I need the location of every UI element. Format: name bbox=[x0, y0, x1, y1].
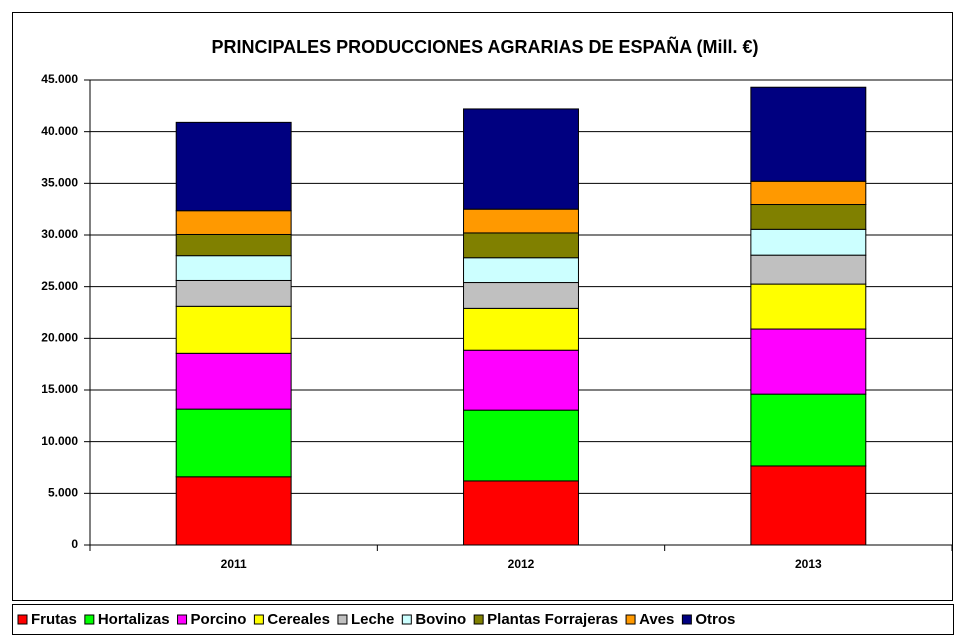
bar-segment bbox=[175, 210, 292, 235]
y-tick-label: 0 bbox=[71, 537, 78, 551]
x-tick-label: 2013 bbox=[795, 557, 822, 571]
bar-segment bbox=[463, 409, 579, 482]
x-tick-label: 2011 bbox=[221, 557, 247, 571]
legend-swatch bbox=[401, 614, 412, 625]
legend-label: Porcino bbox=[191, 611, 247, 628]
bar-segment bbox=[750, 328, 867, 395]
legend-label: Aves bbox=[639, 611, 674, 628]
legend-swatch bbox=[84, 614, 95, 625]
y-tick-label: 45.000 bbox=[41, 72, 78, 86]
legend-label: Hortalizas bbox=[98, 611, 170, 628]
bar-segment bbox=[463, 480, 579, 546]
legend-label: Leche bbox=[351, 611, 394, 628]
y-tick-label: 30.000 bbox=[41, 227, 78, 241]
bar-segment bbox=[750, 204, 867, 230]
bar-segment bbox=[463, 108, 579, 210]
legend-swatch bbox=[177, 614, 188, 625]
bar-segment bbox=[175, 279, 292, 307]
bar-segment bbox=[175, 255, 292, 281]
bar-segment bbox=[175, 352, 292, 410]
x-tick-label: 2012 bbox=[508, 557, 535, 571]
bar-segment bbox=[175, 233, 292, 257]
legend-swatch bbox=[337, 614, 348, 625]
bar-segment bbox=[750, 180, 867, 206]
bar-segment bbox=[750, 86, 867, 182]
bar-segment bbox=[750, 254, 867, 285]
bar-segment bbox=[463, 208, 579, 234]
legend-swatch bbox=[625, 614, 636, 625]
bar-segment bbox=[750, 228, 867, 256]
y-tick-label: 15.000 bbox=[41, 382, 78, 396]
legend-swatch bbox=[473, 614, 484, 625]
bar-segment bbox=[463, 282, 579, 309]
bar-segment bbox=[750, 465, 867, 546]
bar-segment bbox=[175, 305, 292, 354]
legend-label: Otros bbox=[695, 611, 735, 628]
legend-swatch bbox=[17, 614, 28, 625]
bar-segment bbox=[175, 121, 292, 212]
bar-segment bbox=[175, 476, 292, 546]
legend-label: Bovino bbox=[415, 611, 466, 628]
y-tick-label: 35.000 bbox=[41, 176, 78, 190]
bar-segment bbox=[463, 232, 579, 259]
bar-segment bbox=[463, 257, 579, 284]
legend-label: Frutas bbox=[31, 611, 77, 628]
y-tick-label: 10.000 bbox=[41, 434, 78, 448]
bar-segment bbox=[750, 393, 867, 467]
y-tick-label: 40.000 bbox=[41, 124, 78, 138]
bar-segment bbox=[750, 283, 867, 330]
bar-segment bbox=[175, 408, 292, 478]
legend-label: Cereales bbox=[267, 611, 330, 628]
legend-swatch bbox=[253, 614, 264, 625]
legend-label: Plantas Forrajeras bbox=[487, 611, 618, 628]
bar-segment bbox=[463, 349, 579, 411]
legend-swatch bbox=[681, 614, 692, 625]
bar-segment bbox=[463, 307, 579, 351]
y-tick-label: 20.000 bbox=[41, 331, 78, 345]
chart-title: PRINCIPALES PRODUCCIONES AGRARIAS DE ESP… bbox=[211, 36, 758, 57]
y-tick-label: 25.000 bbox=[41, 279, 78, 293]
y-tick-label: 5.000 bbox=[48, 486, 78, 500]
